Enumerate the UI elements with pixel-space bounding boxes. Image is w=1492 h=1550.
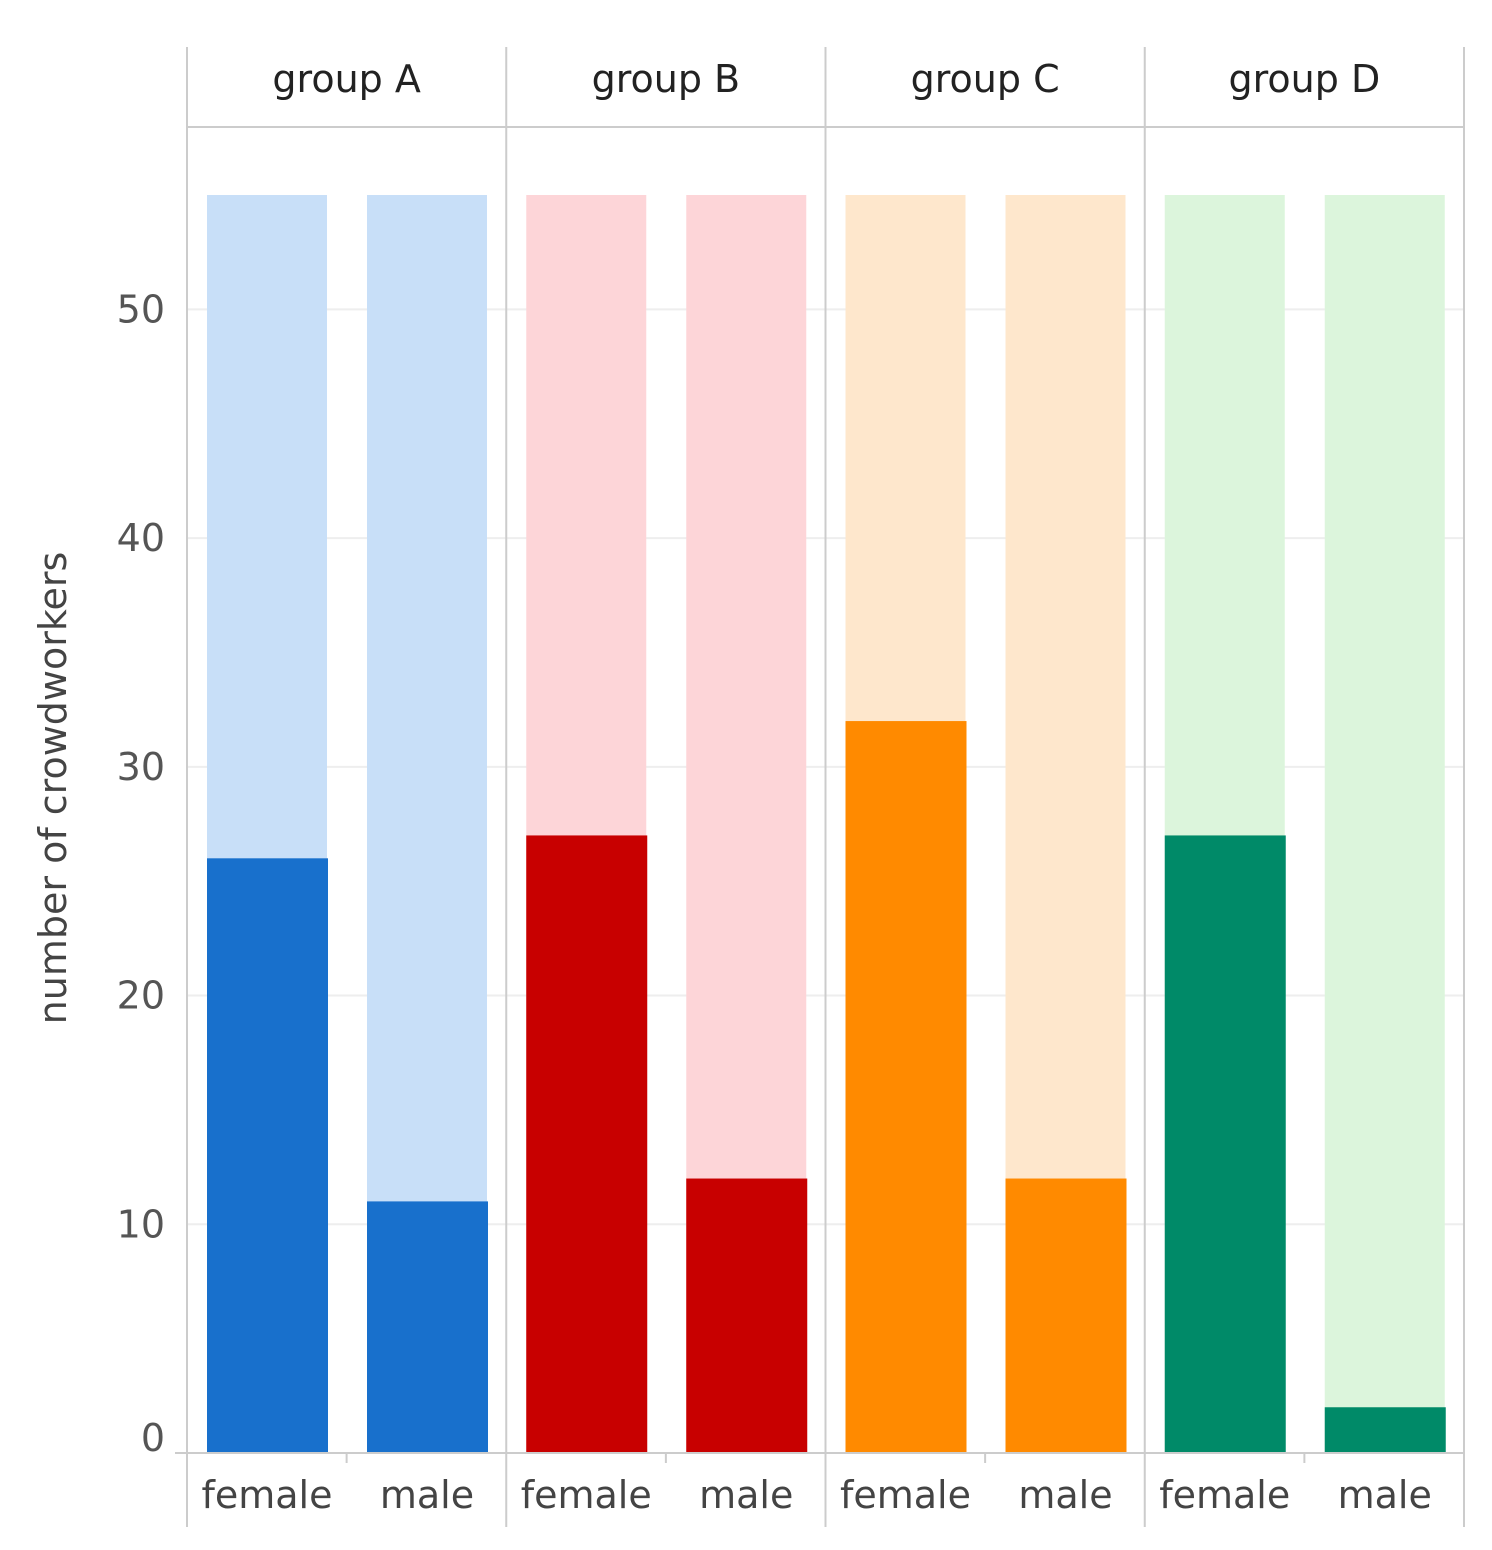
labels: 0 10 20 30 40 50 female male group A female male gr… bbox=[117, 57, 1432, 1517]
facet-frame bbox=[175, 47, 1465, 1527]
bars bbox=[207, 195, 1446, 1453]
group-d-male-bar bbox=[1324, 1407, 1446, 1453]
y-tick-label-40: 40 bbox=[117, 516, 165, 560]
group-a-female-label: female bbox=[202, 1473, 333, 1517]
y-tick-label-10: 10 bbox=[117, 1202, 165, 1246]
group-d-female-bar bbox=[1164, 835, 1286, 1453]
group-d-male-background-bar bbox=[1324, 195, 1445, 1453]
y-tick-label-0: 0 bbox=[141, 1416, 165, 1460]
group-c-female-bar bbox=[845, 721, 967, 1453]
group-a-female-bar bbox=[207, 858, 328, 1453]
group-a-male-bar bbox=[367, 1201, 488, 1453]
group-b-male-label: male bbox=[699, 1473, 793, 1517]
group-d-title: group D bbox=[1229, 57, 1381, 101]
y-tick-label-30: 30 bbox=[117, 745, 165, 789]
group-d-female-label: female bbox=[1159, 1473, 1290, 1517]
group-b-female-bar bbox=[526, 835, 648, 1453]
group-b-title: group B bbox=[592, 57, 741, 101]
group-b-female-label: female bbox=[521, 1473, 652, 1517]
group-c-female-label: female bbox=[840, 1473, 971, 1517]
group-c-male-label: male bbox=[1018, 1473, 1112, 1517]
y-axis-title: number of crowdworkers bbox=[31, 552, 75, 1025]
group-b-male-bar bbox=[686, 1178, 808, 1453]
y-tick-label-50: 50 bbox=[117, 287, 165, 331]
y-tick-label-20: 20 bbox=[117, 974, 165, 1018]
group-c-title: group C bbox=[911, 57, 1060, 101]
group-a-male-label: male bbox=[380, 1473, 474, 1517]
group-c-male-bar bbox=[1005, 1178, 1127, 1453]
group-d-male-label: male bbox=[1338, 1473, 1432, 1517]
group-a-title: group A bbox=[272, 57, 420, 101]
